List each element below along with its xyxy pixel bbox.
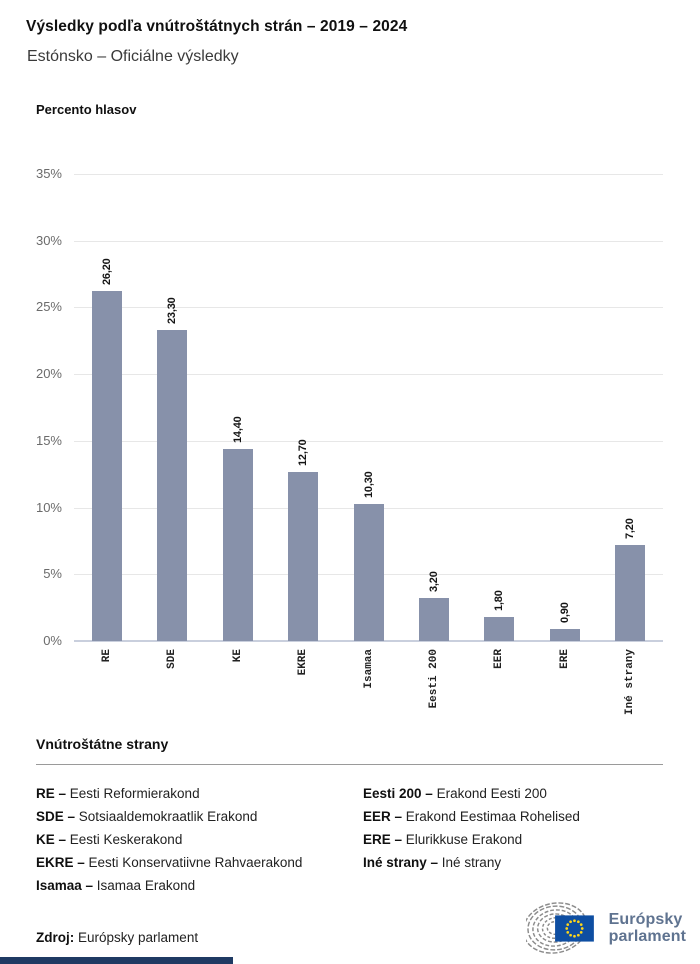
bar-value-label: 10,30 bbox=[362, 471, 375, 498]
eu-flag-icon bbox=[555, 915, 594, 942]
legend-column-right: Eesti 200 – Erakond Eesti 200 EER – Erako… bbox=[363, 782, 580, 874]
gridline bbox=[74, 440, 663, 442]
source-note: Zdroj: Európsky parlament bbox=[36, 930, 198, 945]
bar-EKRE bbox=[288, 471, 319, 641]
x-axis-label: EER bbox=[493, 649, 506, 669]
x-axis-label: RE bbox=[100, 649, 113, 663]
ep-logo: Európsky parlament bbox=[526, 902, 686, 954]
bar-value-label: 1,80 bbox=[493, 590, 506, 611]
legend-item: EKRE – Eesti Konservatiivne Rahvaerakond bbox=[36, 855, 303, 870]
legend-item: Iné strany – Iné strany bbox=[363, 855, 502, 870]
legend-item: ERE – Elurikkuse Erakond bbox=[363, 832, 523, 847]
bar-value-label: 23,30 bbox=[166, 297, 179, 325]
bar-value-label: 3,20 bbox=[427, 571, 440, 593]
y-axis-tick-label: 25% bbox=[35, 299, 62, 315]
bar-SDE bbox=[157, 330, 188, 641]
page-title: Výsledky podľa vnútroštátnych strán – 20… bbox=[26, 18, 408, 35]
source-value: Európsky parlament bbox=[78, 930, 199, 945]
bar-Isamaa bbox=[353, 503, 384, 641]
bar-Eesti 200 bbox=[418, 598, 449, 641]
y-axis-tick-label: 20% bbox=[35, 366, 62, 382]
bar-Iné strany bbox=[615, 544, 646, 641]
gridline bbox=[74, 174, 663, 175]
bar-value-label: 12,70 bbox=[297, 439, 310, 466]
bar-value-label: 7,20 bbox=[624, 518, 637, 539]
ep-hemicycle-icon bbox=[526, 902, 594, 954]
eu-stars bbox=[565, 919, 584, 938]
x-axis-label: Isamaa bbox=[362, 649, 375, 689]
bar-EER bbox=[484, 616, 515, 641]
bar-ERE bbox=[549, 628, 580, 641]
legend-item: Eesti 200 – Erakond Eesti 200 bbox=[363, 786, 547, 801]
bar-value-label: 0,90 bbox=[558, 602, 571, 623]
legend-item: SDE – Sotsiaaldemokraatlik Erakond bbox=[36, 809, 258, 824]
bar-chart: 0% 5% 10% 15% 20% 25% 30% 35% 26,20 RE 23,30 SDE 14,… bbox=[0, 130, 700, 744]
legend-item: KE – Eesti Keskerakond bbox=[36, 832, 183, 847]
x-axis-label: SDE bbox=[166, 649, 179, 669]
legend-heading: Vnútroštátne strany bbox=[36, 736, 169, 752]
legend-column-left: RE – Eesti Reformierakond SDE – Sotsiaald… bbox=[36, 782, 302, 897]
x-axis-label: Eesti 200 bbox=[427, 649, 440, 709]
page-subtitle: Estónsko – Oficiálne výsledky bbox=[27, 48, 239, 65]
legend-divider bbox=[36, 764, 663, 765]
legend-item: Isamaa – Isamaa Erakond bbox=[36, 878, 196, 893]
bottom-accent-bar bbox=[0, 957, 233, 964]
x-axis-label: EKRE bbox=[297, 649, 310, 676]
x-axis-label: ERE bbox=[558, 649, 571, 669]
logo-line1: Európsky bbox=[608, 910, 683, 928]
x-axis-label: KE bbox=[231, 649, 244, 663]
bar-value-label: 14,40 bbox=[231, 416, 244, 443]
legend-item: EER – Erakond Eestimaa Rohelised bbox=[363, 809, 580, 824]
y-axis-tick-label: 10% bbox=[35, 499, 62, 515]
bar-RE bbox=[91, 291, 122, 641]
gridline bbox=[74, 240, 663, 242]
bar-KE bbox=[222, 448, 253, 641]
bar-value-label: 26,20 bbox=[100, 258, 113, 286]
y-axis-tick-label: 35% bbox=[35, 166, 62, 181]
source-label: Zdroj: bbox=[36, 930, 75, 945]
logo-line2: parlament bbox=[608, 928, 686, 945]
y-axis-tick-label: 30% bbox=[35, 232, 62, 248]
x-axis-label: Iné strany bbox=[624, 649, 637, 716]
y-axis-tick-label: 0% bbox=[43, 633, 62, 648]
logo-text: Európsky parlament bbox=[609, 911, 686, 946]
gridline bbox=[74, 307, 663, 309]
gridline bbox=[74, 374, 663, 376]
gridline bbox=[74, 640, 663, 642]
legend-item: RE – Eesti Reformierakond bbox=[36, 786, 200, 801]
y-axis-tick-label: 5% bbox=[43, 566, 62, 582]
y-axis-title: Percento hlasov bbox=[36, 102, 137, 117]
y-axis-tick-label: 15% bbox=[35, 432, 62, 448]
